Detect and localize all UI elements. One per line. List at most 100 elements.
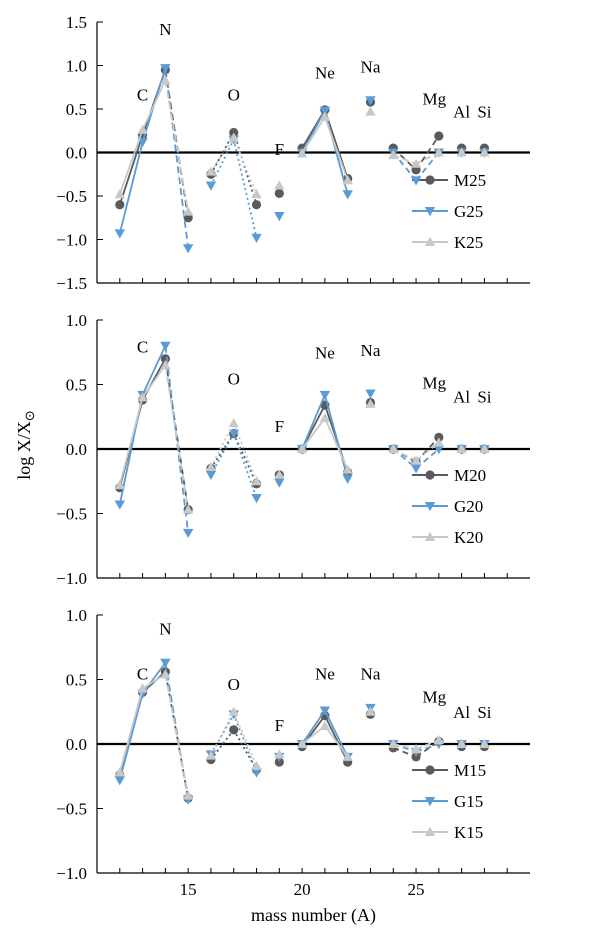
series-line-segment <box>141 79 167 131</box>
element-label: Al <box>453 703 470 722</box>
data-point <box>433 147 445 157</box>
data-point <box>296 443 308 453</box>
panel-3: 1.0 0.5 0.0 −0.5 −1.0 15 20 25 mass number (A) M1… <box>56 606 530 926</box>
y-tick-label: −1.0 <box>56 231 87 250</box>
data-point <box>274 478 285 488</box>
series-line-segment <box>392 154 417 165</box>
element-label: N <box>159 619 171 638</box>
data-point <box>182 206 194 216</box>
data-point <box>410 455 422 465</box>
series-line-segment <box>301 110 326 153</box>
data-point <box>479 443 490 453</box>
y-tick-label: 0.0 <box>66 735 87 754</box>
data-point <box>410 176 422 186</box>
element-label: Ne <box>315 665 335 684</box>
data-point <box>251 476 262 486</box>
series-line-segment <box>118 129 144 195</box>
data-point <box>160 669 171 679</box>
element-label: N <box>159 20 171 39</box>
data-point <box>114 479 125 490</box>
data-point <box>182 244 194 254</box>
series-line-segment <box>232 729 258 771</box>
element-label: O <box>228 675 240 694</box>
data-point <box>319 390 331 401</box>
y-tick-label: 0.5 <box>66 671 87 690</box>
data-point <box>456 443 467 453</box>
series-line-segment <box>118 688 144 773</box>
element-label: C <box>137 665 148 684</box>
data-point <box>274 180 285 190</box>
series-line-segment <box>232 137 258 195</box>
data-point <box>137 124 148 134</box>
series-line-segment <box>210 422 235 468</box>
legend-label: M20 <box>454 466 486 485</box>
data-point <box>251 768 262 778</box>
element-label: Mg <box>422 373 446 392</box>
element-label: C <box>137 85 148 104</box>
element-label: Na <box>361 57 381 76</box>
data-point <box>365 398 376 408</box>
data-point <box>228 429 239 439</box>
data-point <box>274 469 285 479</box>
series-line-segment <box>232 714 258 773</box>
data-point <box>229 127 239 138</box>
legend-marker <box>424 502 436 512</box>
series-line-segment <box>118 134 144 205</box>
data-point <box>319 720 331 730</box>
element-label: O <box>228 370 240 389</box>
series-line-segment <box>210 139 235 186</box>
y-tick-label: 0.5 <box>66 376 87 395</box>
data-point <box>251 494 262 504</box>
data-point <box>205 470 217 480</box>
legend-label: M15 <box>454 761 486 780</box>
y-tick-label: 1.0 <box>66 606 87 625</box>
data-point <box>433 445 445 455</box>
series-line-segment <box>301 709 326 745</box>
series-K25 <box>114 75 490 216</box>
data-point <box>160 64 171 74</box>
series-line-segment <box>210 729 235 761</box>
series-line-segment <box>164 365 190 510</box>
data-point <box>365 106 376 116</box>
legend-marker <box>424 797 436 807</box>
data-point <box>388 149 399 160</box>
legend-marker <box>425 175 435 185</box>
series-K15 <box>114 669 490 800</box>
data-point <box>228 706 239 716</box>
data-point <box>433 734 445 745</box>
series-line-segment <box>232 139 258 238</box>
element-label: Si <box>477 103 491 122</box>
data-point <box>410 158 422 168</box>
data-point <box>434 131 444 141</box>
series-line-segment <box>164 345 190 533</box>
element-label: Ne <box>315 344 335 363</box>
legend-marker <box>424 826 436 836</box>
legend-label: G20 <box>454 497 483 516</box>
data-point <box>114 189 125 199</box>
series-line-segment <box>415 135 440 171</box>
data-point <box>274 749 285 759</box>
element-label: Si <box>477 388 491 407</box>
series-line-segment <box>210 137 235 173</box>
data-point <box>182 528 194 539</box>
data-point <box>160 658 171 668</box>
series-line-segment <box>301 417 326 450</box>
legend-marker <box>424 531 436 541</box>
data-point <box>342 464 353 474</box>
series-line-segment <box>210 433 235 469</box>
element-label: C <box>137 337 148 356</box>
series-line-segment <box>324 394 349 479</box>
data-point <box>160 341 171 351</box>
legend-label: K15 <box>454 823 483 842</box>
series-line-segment <box>415 739 440 750</box>
y-tick-label: −0.5 <box>56 187 87 206</box>
y-tick-label: −0.5 <box>56 505 87 524</box>
series-line-segment <box>232 422 258 482</box>
series-line-segment <box>118 397 144 486</box>
y-tick-label: 0.0 <box>66 144 87 163</box>
x-tick-label: 25 <box>408 880 425 899</box>
series-line-segment <box>324 725 349 758</box>
series-line-segment <box>118 141 144 234</box>
data-point <box>205 181 217 191</box>
